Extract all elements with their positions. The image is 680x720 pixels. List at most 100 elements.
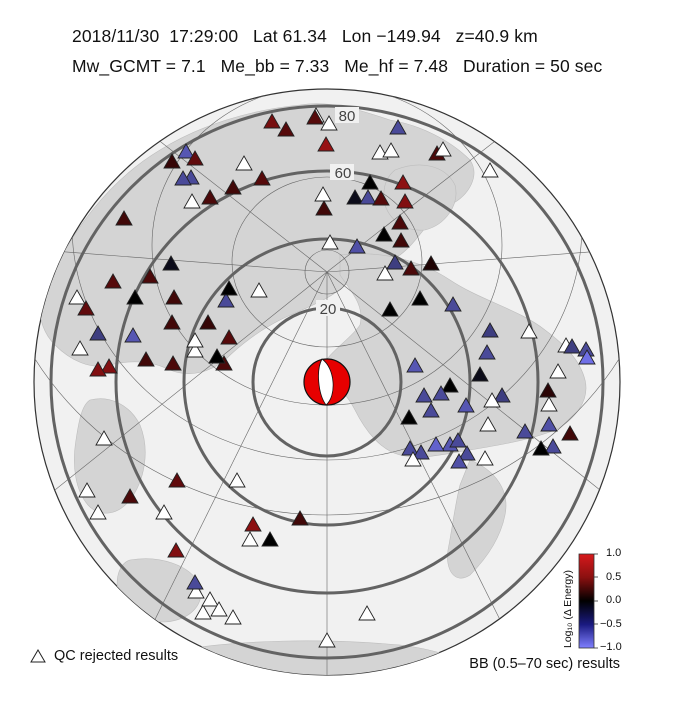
station-qc-rejected-triangle-icon bbox=[358, 605, 376, 621]
station-triangle-icon bbox=[201, 189, 219, 205]
station-qc-rejected-triangle-icon bbox=[320, 115, 338, 131]
station-triangle-icon bbox=[163, 314, 181, 330]
station-triangle-icon bbox=[478, 344, 496, 360]
station-triangle-icon bbox=[381, 301, 399, 317]
station-qc-rejected-triangle-icon bbox=[318, 632, 336, 648]
station-triangle-icon bbox=[372, 190, 390, 206]
station-triangle-icon bbox=[224, 179, 242, 195]
colorbar-title: Log₁₀ (Δ Energy) bbox=[562, 570, 574, 648]
station-triangle-icon bbox=[449, 432, 467, 448]
ring-80deg bbox=[49, 104, 605, 660]
colorbar bbox=[578, 553, 598, 649]
station-qc-rejected-triangle-icon bbox=[235, 155, 253, 171]
station-qc-rejected-triangle-icon bbox=[376, 265, 394, 281]
station-triangle-icon bbox=[578, 349, 596, 365]
station-qc-rejected-triangle-icon bbox=[483, 392, 501, 408]
station-triangle-icon bbox=[277, 121, 295, 137]
event-header-line-1: 2018/11/30 17:29:00 Lat 61.34 Lon −149.9… bbox=[72, 26, 538, 47]
station-triangle-icon bbox=[401, 440, 419, 456]
station-triangle-icon bbox=[162, 255, 180, 271]
station-triangle-icon bbox=[458, 445, 476, 461]
station-qc-rejected-triangle-icon bbox=[479, 416, 497, 432]
ring-40deg bbox=[182, 237, 472, 527]
ring-label-80: 80 bbox=[339, 108, 356, 125]
qc-legend: QC rejected results bbox=[30, 648, 178, 664]
station-triangle-icon bbox=[261, 531, 279, 547]
station-triangle-icon bbox=[346, 189, 364, 205]
station-triangle-icon bbox=[121, 488, 139, 504]
station-triangle-icon bbox=[164, 355, 182, 371]
station-qc-rejected-triangle-icon bbox=[434, 141, 452, 157]
ring-label-60: 60 bbox=[335, 165, 352, 182]
station-triangle-icon bbox=[400, 409, 418, 425]
station-triangle-icon bbox=[137, 351, 155, 367]
station-triangle-icon bbox=[89, 325, 107, 341]
station-triangle-icon bbox=[411, 290, 429, 306]
station-triangle-icon bbox=[563, 338, 581, 354]
station-triangle-icon bbox=[217, 292, 235, 308]
station-qc-rejected-triangle-icon bbox=[210, 601, 228, 617]
station-triangle-icon bbox=[220, 329, 238, 345]
station-qc-rejected-triangle-icon bbox=[186, 332, 204, 348]
station-triangle-icon bbox=[540, 416, 558, 432]
station-qc-rejected-triangle-icon bbox=[224, 609, 242, 625]
event-header-line-2: Mw_GCMT = 7.1 Me_bb = 7.33 Me_hf = 7.48 … bbox=[72, 56, 602, 77]
station-qc-rejected-triangle-icon bbox=[314, 186, 332, 202]
station-triangle-icon bbox=[315, 200, 333, 216]
station-triangle-icon bbox=[481, 322, 499, 338]
colorbar-tick-0.5: 0.5 bbox=[606, 571, 622, 583]
station-triangle-icon bbox=[402, 260, 420, 276]
station-triangle-icon bbox=[77, 300, 95, 316]
station-qc-rejected-triangle-icon bbox=[321, 234, 339, 250]
bb-legend-label: BB (0.5–70 sec) results bbox=[469, 656, 620, 672]
colorbar-tick-1: 1.0 bbox=[606, 547, 622, 559]
event-time: 17:29:00 bbox=[169, 26, 239, 46]
station-triangle-icon bbox=[220, 280, 238, 296]
station-triangle-icon bbox=[493, 387, 511, 403]
station-qc-rejected-triangle-icon bbox=[481, 162, 499, 178]
station-qc-rejected-triangle-icon bbox=[520, 323, 538, 339]
station-triangle-icon bbox=[386, 254, 404, 270]
station-qc-rejected-triangle-icon bbox=[549, 363, 567, 379]
triangle-icon bbox=[30, 649, 46, 663]
station-qc-rejected-triangle-icon bbox=[250, 282, 268, 298]
station-triangle-icon bbox=[532, 440, 550, 456]
station-triangle-icon bbox=[165, 289, 183, 305]
station-triangle-icon bbox=[208, 348, 226, 364]
colorbar-tick-0: 0.0 bbox=[606, 594, 622, 606]
station-triangle-icon bbox=[422, 255, 440, 271]
station-triangle-icon bbox=[412, 444, 430, 460]
station-triangle-icon bbox=[539, 382, 557, 398]
station-triangle-icon bbox=[432, 385, 450, 401]
station-triangle-icon bbox=[471, 366, 489, 382]
colorbar-tick-minus-0.5: −0.5 bbox=[600, 618, 622, 630]
station-triangle-icon bbox=[375, 226, 393, 242]
qc-legend-label: QC rejected results bbox=[54, 648, 179, 664]
station-triangle-icon bbox=[427, 436, 445, 452]
duration: Duration = 50 sec bbox=[462, 56, 603, 76]
station-triangle-icon bbox=[141, 268, 159, 284]
station-triangle-icon bbox=[89, 361, 107, 377]
station-qc-rejected-triangle-icon bbox=[194, 604, 212, 620]
station-qc-rejected-triangle-icon bbox=[241, 531, 259, 547]
station-triangle-icon bbox=[174, 170, 192, 186]
station-triangle-icon bbox=[392, 232, 410, 248]
land-africa bbox=[74, 398, 146, 514]
station-triangle-icon bbox=[263, 113, 281, 129]
colorbar-tick-minus-1: −1.0 bbox=[600, 641, 622, 653]
station-triangle-icon bbox=[415, 387, 433, 403]
station-qc-rejected-triangle-icon bbox=[382, 142, 400, 158]
station-qc-rejected-triangle-icon bbox=[95, 430, 113, 446]
station-triangle-icon bbox=[104, 273, 122, 289]
station-qc-rejected-triangle-icon bbox=[155, 504, 173, 520]
station-triangle-icon bbox=[450, 453, 468, 469]
station-qc-rejected-triangle-icon bbox=[71, 340, 89, 356]
station-qc-rejected-triangle-icon bbox=[186, 342, 204, 358]
station-qc-rejected-triangle-icon bbox=[404, 451, 422, 467]
station-triangle-icon bbox=[253, 170, 271, 186]
station-triangle-icon bbox=[394, 174, 412, 190]
station-qc-rejected-triangle-icon bbox=[476, 450, 494, 466]
focal-mechanism-beachball-icon bbox=[303, 358, 351, 406]
station-triangle-icon bbox=[516, 423, 534, 439]
